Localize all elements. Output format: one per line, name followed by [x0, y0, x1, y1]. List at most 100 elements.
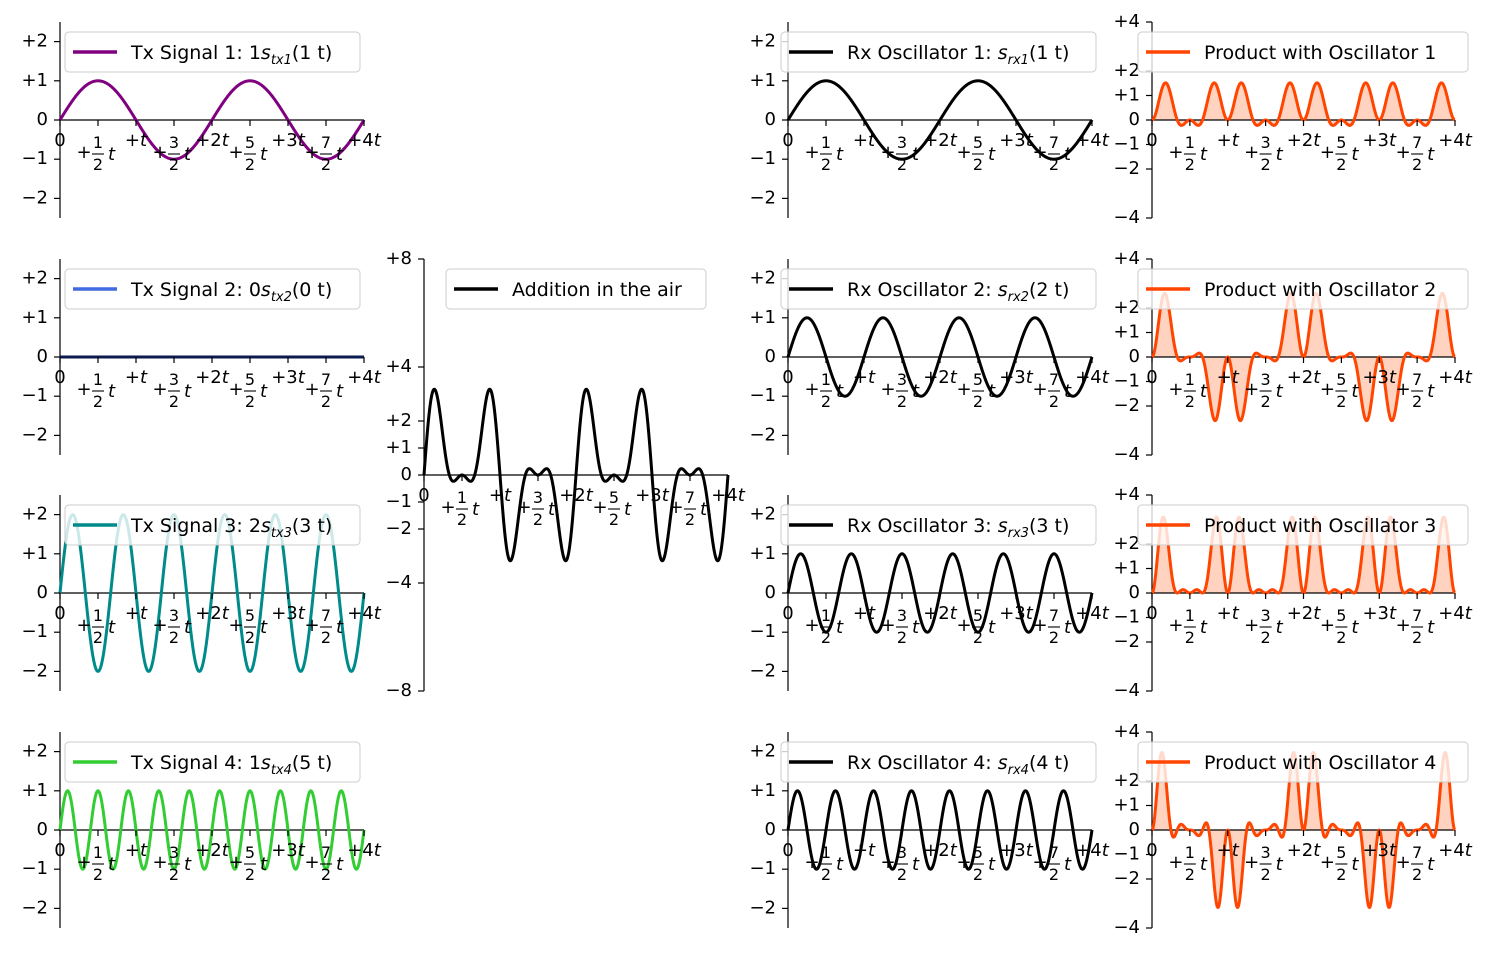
svg-text:+: + [304, 615, 319, 636]
svg-text:2: 2 [1185, 865, 1195, 884]
x-tick-label: +1 2 t [804, 370, 844, 411]
svg-text:2: 2 [1336, 155, 1346, 174]
svg-text:t: t [1427, 381, 1435, 402]
y-tick-label: 0 [1129, 582, 1140, 603]
x-tick-label: +5 2 t [1320, 843, 1360, 884]
svg-text:+: + [880, 379, 895, 400]
svg-text:+: + [1168, 379, 1183, 400]
svg-text:t: t [836, 854, 844, 875]
y-tick-label: −1 [1113, 844, 1140, 865]
x-tick-label: +2t [1287, 603, 1322, 624]
y-tick-label: +1 [385, 437, 412, 458]
x-tick-label: +4t [347, 367, 382, 388]
legend-rx2: Rx Oscillator 2: srx2(2 t) [780, 268, 1097, 310]
svg-text:2: 2 [821, 865, 831, 884]
y-tick-label: +4 [1113, 248, 1140, 269]
x-tick-label: +4t [347, 603, 382, 624]
svg-text:+: + [440, 497, 455, 518]
x-tick-label: +3t [999, 367, 1034, 388]
svg-text:3: 3 [1261, 133, 1271, 152]
svg-text:2: 2 [685, 510, 695, 529]
x-tick-label: +2t [923, 840, 958, 861]
svg-text:7: 7 [321, 843, 331, 862]
x-tick-label: 0 [1146, 840, 1157, 861]
x-tick-label: +3t [271, 840, 306, 861]
svg-text:1: 1 [93, 370, 103, 389]
svg-text:t: t [1351, 144, 1359, 165]
x-tick-label: +7 2 t [1396, 370, 1436, 411]
x-tick-label: +3 2 t [1244, 133, 1284, 174]
svg-text:+: + [1396, 142, 1411, 163]
y-tick-label: +1 [749, 780, 776, 801]
svg-text:+: + [804, 852, 819, 873]
x-tick-label: +5 2 t [956, 370, 996, 411]
svg-text:+: + [1032, 852, 1047, 873]
y-tick-label: +2 [749, 741, 776, 762]
svg-text:1: 1 [93, 133, 103, 152]
x-tick-label: +3 2 t [880, 843, 920, 884]
x-tick-label: +1 2 t [804, 606, 844, 647]
y-tick-label: 0 [765, 109, 776, 130]
x-tick-label: +7 2 t [1032, 843, 1072, 884]
svg-text:+: + [880, 852, 895, 873]
svg-text:2: 2 [245, 155, 255, 174]
svg-text:+: + [956, 615, 971, 636]
y-tick-label: +4 [385, 356, 412, 377]
svg-text:2: 2 [1412, 155, 1422, 174]
x-tick-label: +4t [1075, 367, 1110, 388]
svg-text:5: 5 [1336, 606, 1346, 625]
y-tick-label: +2 [385, 410, 412, 431]
y-tick-label: −2 [21, 660, 48, 681]
x-tick-label: +3t [1362, 130, 1397, 151]
y-tick-label: 0 [37, 582, 48, 603]
x-tick-label: +3 2 t [152, 370, 192, 411]
svg-text:2: 2 [245, 628, 255, 647]
svg-text:7: 7 [685, 488, 695, 507]
svg-text:t: t [184, 854, 192, 875]
svg-text:2: 2 [897, 155, 907, 174]
svg-text:t: t [184, 381, 192, 402]
x-tick-label: +3t [1362, 840, 1397, 861]
svg-text:3: 3 [533, 488, 543, 507]
svg-text:2: 2 [169, 155, 179, 174]
svg-text:t: t [108, 144, 116, 165]
svg-text:t: t [836, 381, 844, 402]
x-tick-label: +2t [195, 367, 230, 388]
svg-text:3: 3 [169, 133, 179, 152]
legend-prod3: Product with Oscillator 3 [1137, 504, 1469, 546]
x-tick-label: +7 2 t [1032, 606, 1072, 647]
svg-text:+: + [76, 379, 91, 400]
svg-text:5: 5 [973, 133, 983, 152]
svg-text:+: + [304, 852, 319, 873]
svg-text:+: + [1032, 379, 1047, 400]
x-tick-label: +3 2 t [516, 488, 556, 529]
legend-label: Rx Oscillator 2: srx2(2 t) [847, 279, 1069, 305]
x-tick-label: +7 2 t [1396, 133, 1436, 174]
x-tick-label: +t [125, 603, 148, 624]
legend-frame [780, 741, 1097, 783]
x-tick-label: +3t [271, 603, 306, 624]
svg-text:t: t [988, 381, 996, 402]
svg-text:5: 5 [1336, 370, 1346, 389]
y-tick-label: −2 [749, 660, 776, 681]
legend-label: Product with Oscillator 3 [1204, 515, 1436, 537]
svg-text:+: + [1244, 142, 1259, 163]
x-tick-label: +t [489, 485, 512, 506]
svg-text:5: 5 [245, 370, 255, 389]
x-tick-label: +3 2 t [1244, 370, 1284, 411]
y-tick-label: +2 [749, 31, 776, 52]
panel-rx2: −2−10+1+20+ 12 t+t+ 32 t+2t+ 52 t+3t+ 72 t+4tRx … [749, 259, 1110, 455]
x-tick-label: +2t [195, 603, 230, 624]
x-tick-label: +t [1217, 840, 1240, 861]
y-tick-label: +2 [749, 268, 776, 289]
legend-label: Product with Oscillator 2 [1204, 279, 1436, 301]
y-tick-label: +1 [21, 307, 48, 328]
svg-text:t: t [1276, 381, 1284, 402]
svg-text:1: 1 [821, 370, 831, 389]
svg-text:2: 2 [1049, 392, 1059, 411]
y-tick-label: −1 [21, 858, 48, 879]
y-tick-label: −4 [1113, 917, 1140, 938]
svg-text:+: + [1396, 852, 1411, 873]
x-tick-label: +3t [999, 130, 1034, 151]
panel-rx3: −2−10+1+20+ 12 t+t+ 32 t+2t+ 52 t+3t+ 72 t+4tRx … [749, 495, 1110, 691]
